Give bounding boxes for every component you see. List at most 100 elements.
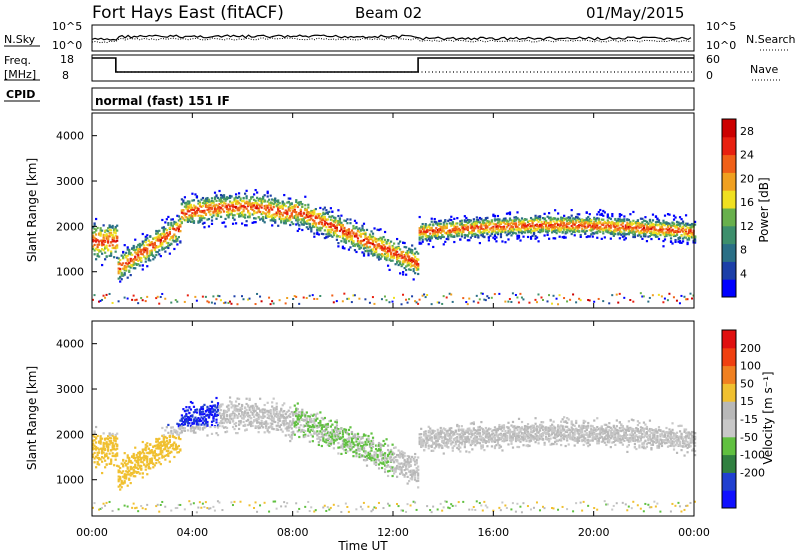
heatmap-cell [417,258,420,261]
heatmap-cell [639,217,643,220]
heatmap-cell [244,216,247,219]
heatmap-cell [176,300,179,303]
heatmap-cell [469,226,472,229]
heatmap-cell [641,223,644,226]
heatmap-cell [417,262,420,266]
heatmap-cell [325,209,328,212]
heatmap-cell [93,239,96,242]
heatmap-cell [627,218,630,222]
heatmap-cell [368,234,372,238]
heatmap-cell [107,230,110,233]
heatmap-cell [92,226,95,229]
heatmap-cell [561,225,564,228]
heatmap-cell [201,413,205,416]
heatmap-cell [176,422,179,425]
heatmap-cell [439,219,442,222]
heatmap-cell [237,423,241,426]
heatmap-cell [129,472,132,475]
heatmap-cell [532,233,536,236]
noise-right-label: N.Search [746,33,796,46]
heatmap-cell [102,235,105,238]
heatmap-cell [493,223,497,226]
heatmap-cell [234,409,238,412]
heatmap-cell [174,235,177,238]
heatmap-cell [472,232,475,236]
heatmap-cell [632,230,635,233]
heatmap-cell [215,298,218,301]
heatmap-cell [216,433,220,437]
heatmap-cell [686,232,689,236]
heatmap-cell [116,454,119,457]
heatmap-cell [376,239,379,242]
heatmap-cell [280,219,283,222]
heatmap-cell [558,220,561,223]
heatmap-cell [257,417,260,421]
heatmap-cell [405,265,408,268]
heatmap-cell [234,407,238,411]
heatmap-cell [477,218,480,222]
heatmap-cell [283,222,286,225]
heatmap-cell [678,216,682,219]
heatmap-cell [218,421,221,425]
heatmap-cell [159,236,162,239]
heatmap-cell [379,257,382,260]
heatmap-cell [216,424,220,427]
heatmap-cell [167,441,170,444]
heatmap-cell [287,219,290,222]
heatmap-cell [662,233,665,236]
heatmap-cell [493,230,497,233]
heatmap-cell [367,235,370,239]
heatmap-cell [680,294,683,297]
heatmap-cell [107,445,110,448]
heatmap-cell [269,194,272,197]
heatmap-cell [484,226,488,230]
heatmap-cell [298,201,301,204]
heatmap-cell [359,235,363,238]
heatmap-cell [149,241,152,244]
heatmap-cell [218,189,221,193]
heatmap-cell [368,241,372,245]
heatmap-cell [558,224,561,228]
heatmap-cell [383,247,387,250]
heatmap-cell [219,206,223,210]
heatmap-cell [368,233,372,236]
heatmap-cell [244,192,247,195]
heatmap-cell [320,226,323,230]
heatmap-cell [164,239,167,243]
heatmap-cell [352,241,355,245]
heatmap-cell [465,223,468,227]
heatmap-cell [144,508,147,511]
heatmap-cell [221,413,224,416]
heatmap-cell [316,232,319,235]
heatmap-cell [417,272,420,276]
heatmap-cell [253,221,256,224]
heatmap-cell [612,222,615,225]
heatmap-cell [111,236,114,239]
heatmap-cell [545,228,548,231]
heatmap-cell [201,410,205,413]
heatmap-cell [454,229,457,232]
heatmap-cell [496,233,500,236]
heatmap-cell [662,219,665,222]
heatmap-cell [132,258,135,261]
heatmap-cell [572,217,575,220]
heatmap-cell [540,224,543,227]
heatmap-cell [576,218,579,222]
heatmap-cell [146,442,149,445]
heatmap-cell [448,230,451,234]
heatmap-cell [137,247,140,251]
heatmap-cell [289,223,292,227]
heatmap-cell [585,211,588,214]
heatmap-cell [614,227,617,231]
heatmap-cell [396,250,399,253]
heatmap-cell [356,242,360,245]
heatmap-cell [231,201,235,204]
heatmap-cell [242,210,245,213]
heatmap-cell [329,228,332,231]
heatmap-cell [386,246,390,249]
heatmap-cell [674,224,677,228]
heatmap-cell [284,222,287,225]
heatmap-cell [245,428,248,431]
heatmap-cell [414,252,417,255]
heatmap-cell [159,503,162,506]
